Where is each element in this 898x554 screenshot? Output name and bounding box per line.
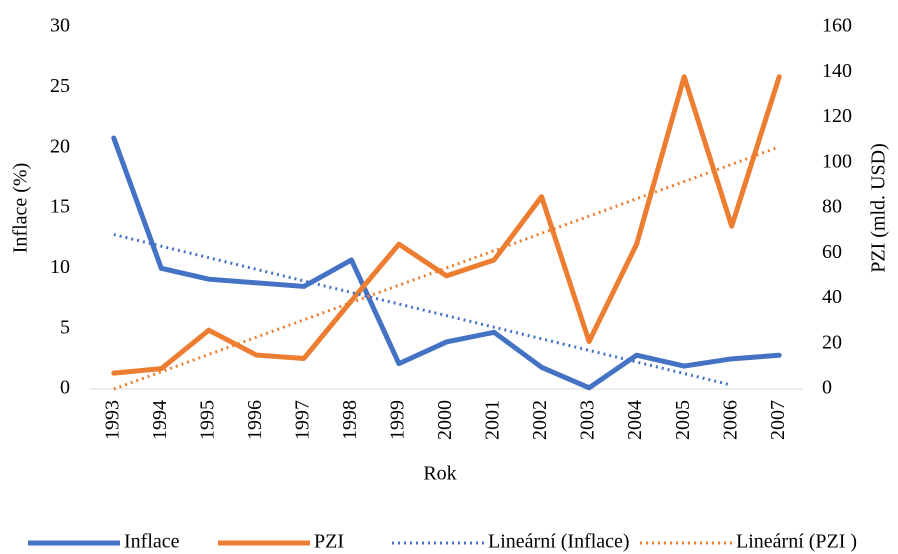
legend-label: Lineární (Inflace)	[488, 531, 630, 553]
x-tick-label: 2002	[529, 400, 551, 440]
y2-tick-label: 60	[822, 241, 842, 263]
x-axis-label: Rok	[423, 463, 456, 485]
y-tick-label: 25	[50, 75, 70, 97]
x-tick-label: 1997	[291, 400, 313, 440]
trend-line	[113, 145, 780, 391]
x-tick-label: 1999	[387, 400, 409, 440]
y2-tick-label: 120	[822, 105, 852, 127]
y-tick-label: 30	[50, 15, 70, 37]
y-tick-label: 0	[60, 377, 70, 399]
x-tick-label: 1998	[339, 400, 361, 440]
y2-tick-label: 80	[822, 196, 842, 218]
x-tick-label: 2003	[577, 400, 599, 440]
legend-label: Inflace	[124, 531, 180, 553]
y2-tick-label: 40	[822, 286, 842, 308]
legend-label: PZI	[314, 531, 344, 553]
y2-tick-label: 20	[822, 331, 842, 353]
y-axis-label: Inflace (%)	[10, 163, 32, 254]
x-tick-label: 2000	[434, 400, 456, 440]
x-tick-label: 1994	[149, 400, 171, 440]
x-tick-label: 1996	[244, 400, 266, 440]
y2-tick-label: 100	[822, 150, 852, 172]
y-tick-label: 10	[50, 256, 70, 278]
x-tick-label: 2004	[624, 400, 646, 440]
x-tick-label: 1993	[101, 400, 123, 440]
y2-tick-label: 140	[822, 60, 852, 82]
x-tick-label: 2005	[672, 400, 694, 440]
y2-tick-label: 0	[822, 377, 832, 399]
legend-label: Lineární (PZI )	[736, 531, 857, 553]
x-tick-label: 2007	[767, 400, 789, 440]
y-tick-label: 15	[50, 196, 70, 218]
series-line	[111, 135, 782, 391]
y-tick-label: 20	[50, 135, 70, 157]
x-tick-label: 2001	[482, 400, 504, 440]
x-tick-label: 1995	[196, 400, 218, 440]
y2-axis-label: PZI (mld. USD)	[868, 143, 890, 272]
y-tick-label: 5	[60, 316, 70, 338]
y2-tick-label: 160	[822, 15, 852, 37]
x-tick-label: 2006	[719, 400, 741, 440]
series-line	[111, 74, 782, 376]
trend-line	[113, 233, 733, 387]
